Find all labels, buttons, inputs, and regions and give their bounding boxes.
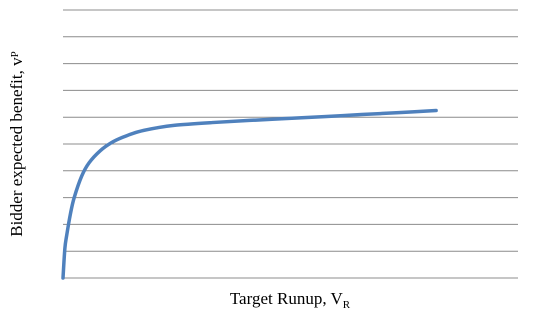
y-axis-title-sub: P [9,51,21,57]
y-axis-title-main: Bidder expected benefit, v [7,57,26,237]
x-axis-title-main: Target Runup, V [230,289,344,308]
x-axis-title: Target Runup, VR [230,289,351,311]
series-line-0 [61,108,438,280]
gridlines [63,9,518,252]
x-axis-title-sub: R [343,299,351,311]
series-layer [61,108,438,280]
y-axis-title: Bidder expected benefit, vP [7,51,26,237]
